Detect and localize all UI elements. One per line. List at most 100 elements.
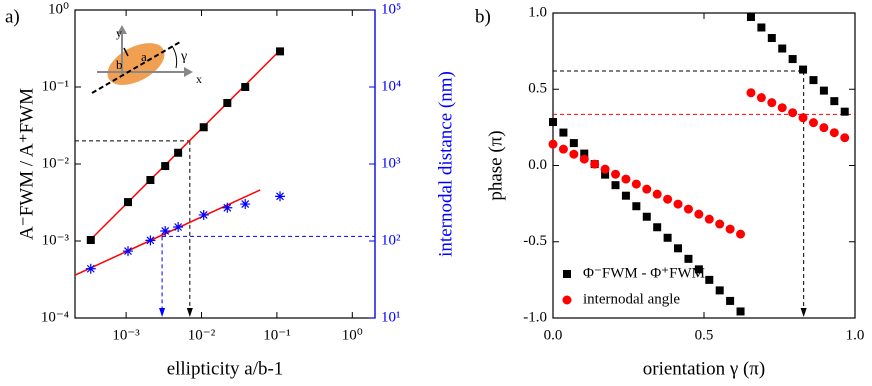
inset-label: γ: [180, 49, 187, 64]
marker: [829, 128, 839, 138]
marker: [777, 103, 787, 113]
marker: [223, 98, 232, 107]
marker: [580, 149, 589, 158]
marker: [549, 118, 557, 127]
marker: [621, 174, 631, 184]
marker: [85, 263, 96, 274]
marker: [746, 12, 755, 21]
inset: y x a b γ: [91, 25, 202, 94]
y-axis-label: phase (π): [485, 130, 506, 200]
marker: [146, 175, 155, 184]
y-tick-label: 10⁻⁴: [41, 309, 69, 325]
y-tick-label: -1.0: [523, 309, 547, 325]
marker: [663, 194, 673, 204]
x-axis-label: orientation γ (π): [643, 358, 765, 379]
marker: [684, 254, 693, 263]
fit-line: [90, 49, 281, 240]
marker: [579, 154, 589, 164]
legend-label: internodal angle: [583, 291, 680, 307]
marker: [642, 212, 651, 221]
marker: [569, 139, 578, 148]
marker: [799, 65, 808, 74]
legend-marker: [562, 295, 572, 305]
marker: [704, 214, 714, 224]
marker: [788, 55, 797, 64]
y2-tick-label: 10¹: [381, 309, 401, 325]
marker: [694, 265, 703, 274]
marker: [199, 123, 208, 132]
y-tick-label: -0.5: [523, 233, 547, 249]
inset-minor-axis: [123, 47, 129, 57]
marker: [548, 139, 558, 149]
y-tick-label: 10⁻³: [42, 232, 70, 248]
marker: [124, 198, 133, 207]
marker: [736, 229, 746, 239]
inset-arrow: [184, 67, 193, 77]
panel-label: a): [5, 6, 20, 27]
marker: [808, 118, 818, 128]
marker: [240, 199, 251, 210]
marker: [222, 202, 233, 213]
marker: [673, 199, 683, 209]
x-tick-label: 10⁻³: [112, 327, 140, 343]
x-tick-label: 0.0: [544, 327, 563, 343]
inset-label: y: [116, 26, 122, 40]
marker: [757, 23, 766, 32]
marker: [611, 169, 621, 179]
inset-angle-arc: [171, 45, 178, 69]
x-tick-label: 1.0: [846, 327, 865, 343]
marker: [819, 123, 829, 133]
marker: [756, 93, 766, 103]
marker: [715, 286, 724, 295]
marker: [840, 107, 849, 116]
marker: [145, 235, 156, 246]
marker: [736, 307, 745, 316]
inset-label: b: [116, 57, 123, 72]
marker: [632, 202, 641, 211]
marker: [642, 184, 652, 194]
marker: [173, 221, 184, 232]
y2-axis-label: internodal distance (nm): [435, 71, 456, 257]
y2-tick-label: 10²: [381, 232, 401, 248]
marker: [558, 144, 568, 154]
marker: [174, 148, 183, 157]
inset-arrow: [117, 25, 127, 34]
marker: [160, 225, 171, 236]
legend-label: Φ⁻FWM - Φ⁺FWM: [583, 265, 705, 281]
marker: [798, 113, 808, 123]
marker: [276, 47, 285, 56]
y2-tick-label: 10⁴: [381, 78, 401, 94]
marker: [611, 181, 620, 190]
y-axis-label: A⁻FWM / A⁺FWM: [16, 88, 37, 240]
marker: [663, 233, 672, 242]
guide-arrow: [186, 308, 193, 317]
x-tick-label: 0.5: [695, 327, 714, 343]
marker: [840, 133, 850, 143]
marker: [241, 83, 250, 91]
y-tick-label: 10⁰: [48, 1, 69, 17]
y-tick-label: 0.0: [528, 157, 547, 173]
marker: [123, 246, 134, 257]
inset-label: a: [141, 49, 147, 64]
marker: [705, 275, 714, 284]
inset-label: x: [196, 72, 202, 86]
y-tick-label: 1.0: [528, 4, 547, 20]
marker: [767, 98, 777, 108]
y-tick-label: 10⁻¹: [42, 78, 69, 94]
x-tick-label: 10⁰: [342, 327, 363, 343]
y-tick-label: 10⁻²: [42, 155, 70, 171]
marker: [683, 204, 693, 214]
panel-label: b): [475, 6, 491, 27]
marker: [694, 209, 704, 219]
marker: [830, 97, 839, 106]
y2-tick-label: 10³: [381, 155, 401, 171]
x-tick-label: 10⁻²: [188, 327, 216, 343]
x-tick-label: 10⁻¹: [263, 327, 290, 343]
y-tick-label: 0.5: [528, 81, 547, 97]
marker: [652, 189, 662, 199]
marker: [715, 219, 725, 229]
legend-marker: [563, 270, 571, 278]
marker: [778, 44, 787, 53]
marker: [198, 209, 209, 220]
